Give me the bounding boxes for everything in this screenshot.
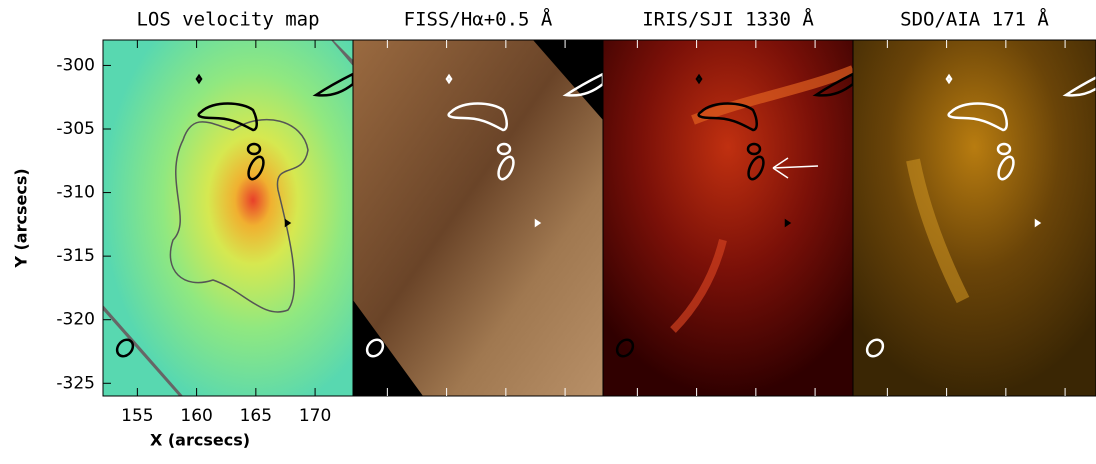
y-tick-label: -320 — [56, 310, 95, 330]
panel-title: IRIS/SJI 1330 Å — [642, 8, 814, 31]
panel-image — [603, 40, 853, 396]
y-tick-label: -305 — [56, 119, 95, 139]
y-tick-label: -325 — [56, 373, 95, 393]
y-tick-label: -300 — [56, 55, 95, 75]
y-tick-label: -315 — [56, 246, 95, 266]
panel-image — [853, 40, 1096, 396]
figure: LOS velocity map FISS/Hα+0.5 Å IRIS/SJI 13… — [0, 0, 1096, 460]
x-axis-label: X (arcsecs) — [150, 431, 250, 450]
panel-title: LOS velocity map — [136, 9, 319, 31]
y-axis-label: Y (arcsecs) — [12, 168, 31, 268]
panel-title: FISS/Hα+0.5 Å — [404, 8, 553, 31]
y-tick-label: -310 — [56, 183, 95, 203]
x-tick-label: 165 — [240, 406, 272, 426]
panel-image — [103, 40, 353, 396]
panel-image — [353, 40, 603, 396]
x-tick-label: 170 — [299, 406, 331, 426]
panel-title: SDO/AIA 171 Å — [900, 8, 1049, 31]
x-tick-label: 160 — [180, 406, 212, 426]
x-tick-label: 155 — [121, 406, 153, 426]
